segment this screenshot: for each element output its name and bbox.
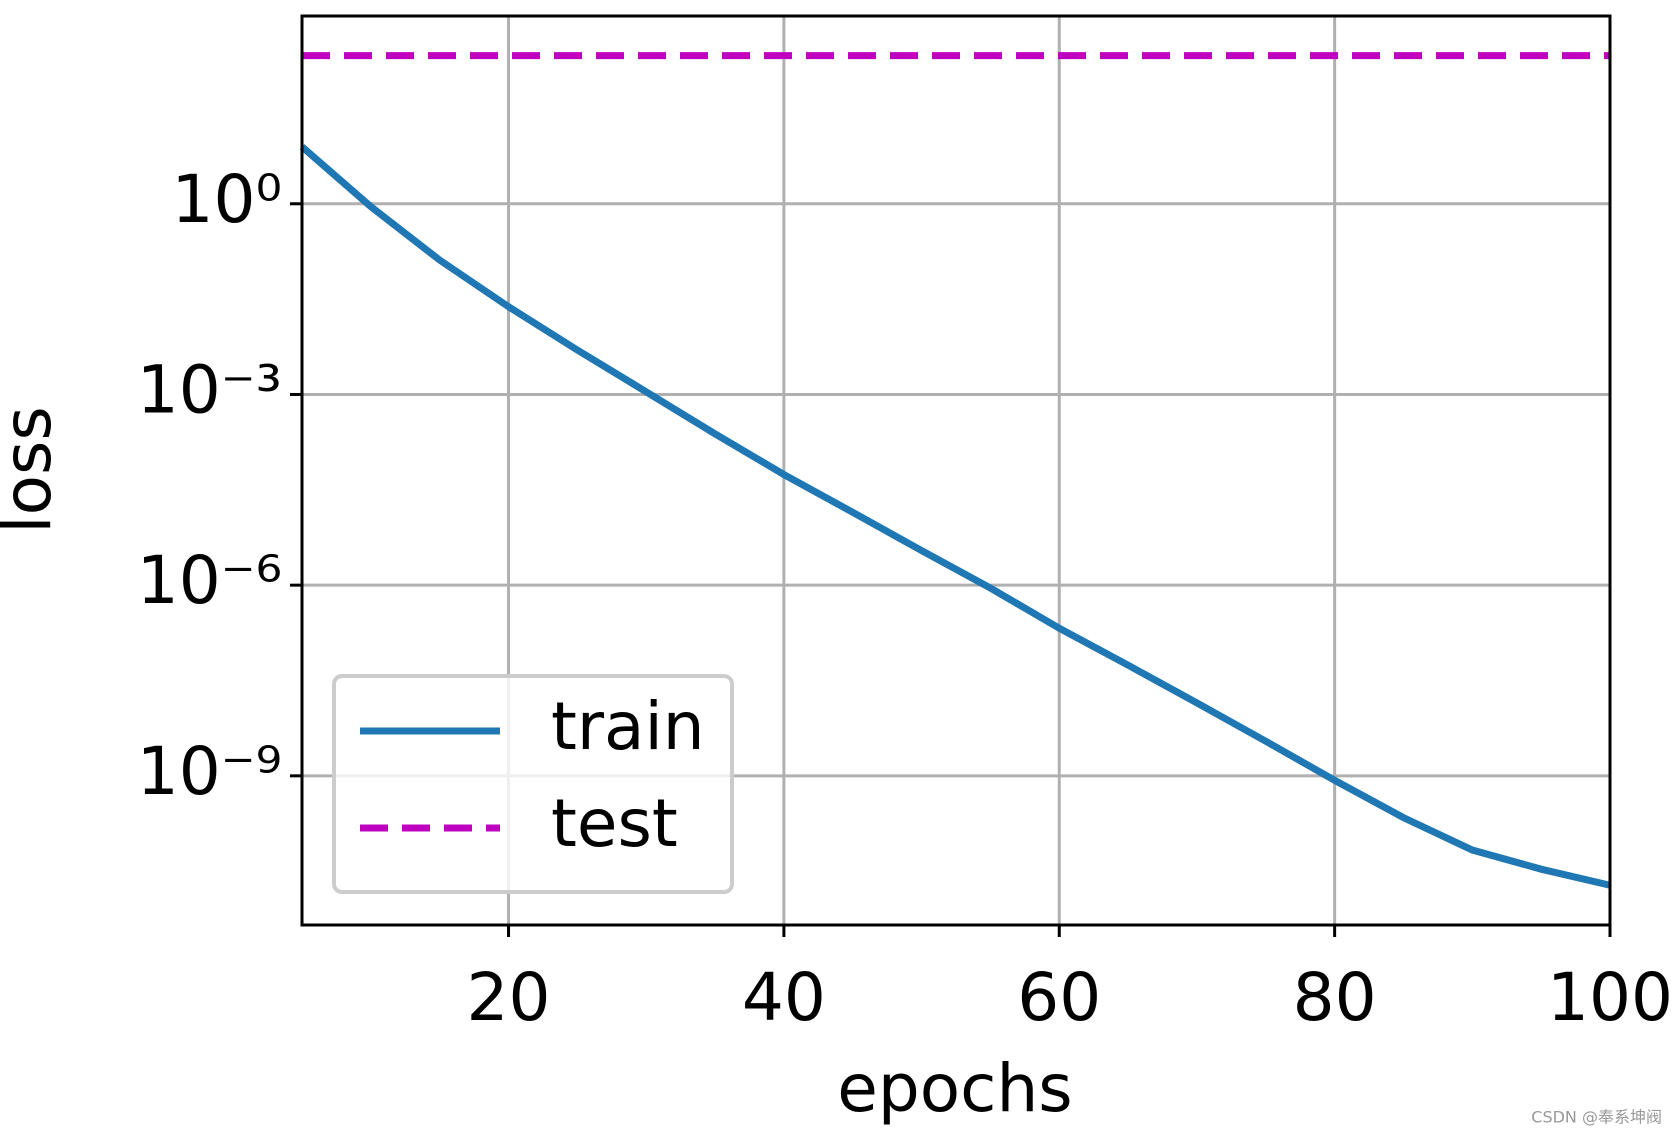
y-tick-label: 10⁻⁹: [137, 733, 282, 810]
x-tick-label: 100: [1547, 959, 1672, 1036]
y-tick-label: 10⁻³: [137, 352, 282, 429]
x-axis-label: epochs: [837, 1050, 1072, 1127]
legend-label: test: [551, 785, 678, 862]
legend-label: train: [551, 688, 705, 765]
y-tick-label: 10⁻⁶: [137, 542, 282, 619]
watermark: CSDN @奉系坤阀: [1531, 1108, 1662, 1127]
y-tick-label: 10⁰: [172, 161, 282, 238]
plot-frame: [300, 14, 1612, 927]
x-tick-label: 20: [467, 959, 551, 1036]
line-train: [299, 144, 1611, 889]
y-axis-label: loss: [0, 406, 66, 534]
x-tick-label: 40: [742, 959, 826, 1036]
x-tick-label: 80: [1293, 959, 1377, 1036]
x-tick-label: 60: [1017, 959, 1101, 1036]
